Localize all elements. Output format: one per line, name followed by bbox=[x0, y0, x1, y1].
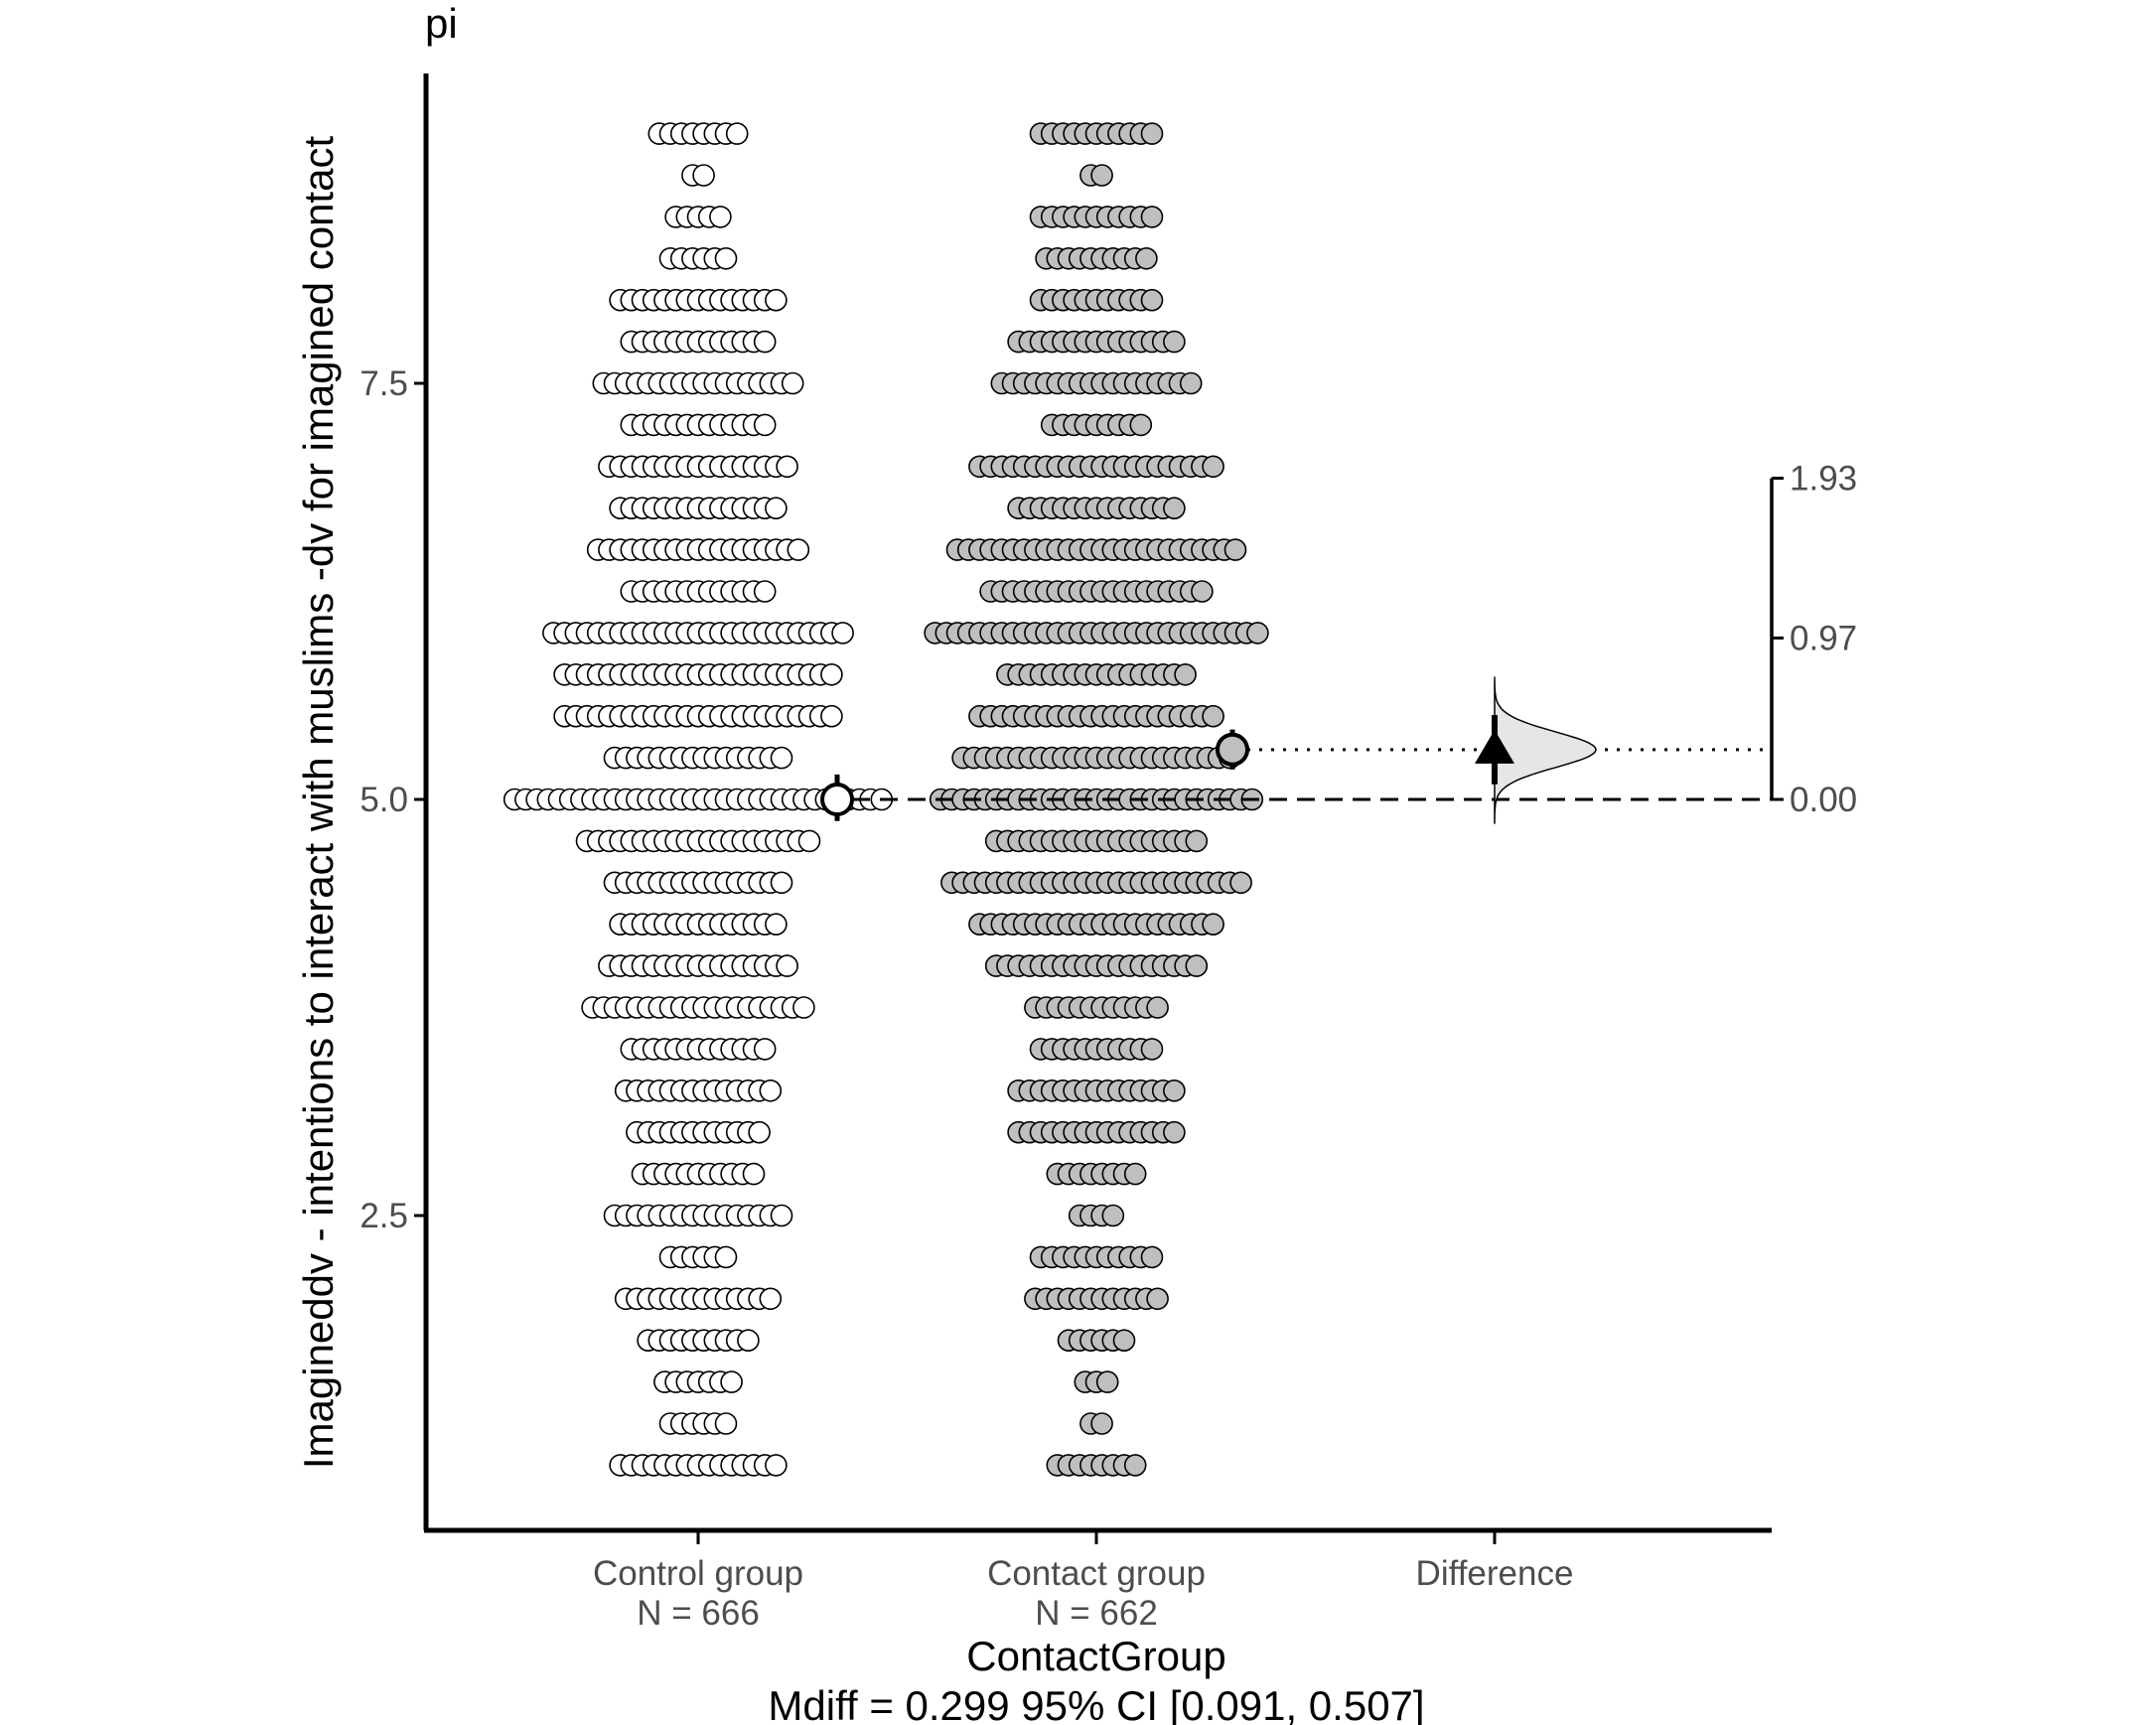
swarm-dot bbox=[770, 1204, 793, 1227]
swarm-dot bbox=[714, 246, 738, 270]
swarm-dot bbox=[1202, 913, 1224, 936]
swarm-dot bbox=[725, 122, 749, 145]
swarm-dot bbox=[765, 497, 788, 520]
x-axis-title: ContactGroup bbox=[966, 1633, 1225, 1679]
difference-layer: 0.00 0.97 1.93 bbox=[820, 460, 1857, 824]
swarm-dot bbox=[1095, 1370, 1119, 1393]
swarm-dot bbox=[776, 954, 798, 977]
swarm-dot bbox=[1112, 1329, 1136, 1352]
swarm-dot bbox=[797, 829, 821, 853]
swarm-dot bbox=[765, 288, 788, 312]
swarm-dot bbox=[1146, 996, 1169, 1019]
swarm-dot bbox=[1140, 122, 1164, 145]
swarm-dot bbox=[1185, 954, 1209, 977]
swarm-dot bbox=[720, 1370, 743, 1393]
swarm-dot bbox=[792, 996, 815, 1019]
right-axis-tick-label: 0.97 bbox=[1790, 619, 1857, 657]
group-mean-point bbox=[820, 783, 854, 816]
swarm-dot bbox=[753, 330, 777, 354]
y-tick-label: 2.5 bbox=[359, 1197, 408, 1235]
swarm-dot bbox=[1223, 538, 1247, 561]
swarm-dot bbox=[1140, 1245, 1164, 1269]
swarm-dot bbox=[820, 704, 843, 728]
swarm-dot bbox=[1246, 622, 1269, 645]
swarm-dot bbox=[748, 1120, 771, 1144]
right-axis-tick-label: 1.93 bbox=[1790, 460, 1857, 499]
swarm-dot bbox=[1202, 704, 1224, 728]
swarm-dot bbox=[831, 622, 854, 645]
swarm-dot bbox=[1090, 164, 1113, 187]
swarm-dot bbox=[1191, 580, 1214, 603]
swarm-dot bbox=[1140, 1038, 1164, 1061]
swarm-dot bbox=[1101, 1204, 1125, 1227]
swarm-dot bbox=[781, 371, 804, 395]
swarm-dot bbox=[1135, 246, 1158, 270]
swarm-dot bbox=[1123, 1162, 1147, 1186]
swarm-dot bbox=[765, 913, 788, 936]
swarm-dot bbox=[1140, 288, 1164, 312]
swarm-layer bbox=[503, 122, 1269, 1477]
swarm-dot bbox=[1163, 1079, 1186, 1102]
x-tick-label: Contact group bbox=[987, 1554, 1206, 1593]
difference-density bbox=[1494, 676, 1597, 824]
swarm-dot bbox=[1185, 829, 1209, 853]
swarm-dot bbox=[742, 1162, 766, 1186]
swarm-dot bbox=[1090, 1412, 1113, 1435]
right-axis-tick-label: 0.00 bbox=[1790, 781, 1857, 819]
swarm-dot bbox=[737, 1329, 760, 1352]
swarm-dot bbox=[776, 455, 798, 479]
swarm-dot bbox=[709, 206, 732, 228]
swarm-dot bbox=[765, 1454, 788, 1477]
swarm-dot bbox=[787, 538, 810, 561]
swarm-dot bbox=[714, 1412, 738, 1435]
swarm-dot bbox=[1202, 455, 1224, 479]
swarm-dot bbox=[770, 871, 793, 895]
effect-caption: Mdiff = 0.299 95% CI [0.091, 0.507] bbox=[768, 1682, 1424, 1725]
y-ticks: 2.5 5.0 7.5 bbox=[359, 364, 426, 1235]
swarm-dot bbox=[1140, 206, 1164, 228]
swarm-dot bbox=[753, 413, 777, 437]
swarm-dot bbox=[1146, 1287, 1169, 1311]
panel-label: pi bbox=[425, 0, 458, 47]
y-axis-title: Imagineddv - intentions to interact with… bbox=[295, 136, 342, 1470]
swarm-dot bbox=[1163, 497, 1186, 520]
swarm-dot bbox=[692, 164, 715, 187]
group-mean-point bbox=[1216, 732, 1249, 767]
swarm-dot bbox=[820, 662, 843, 686]
swarm-dot bbox=[1163, 1120, 1186, 1144]
swarm-dot bbox=[753, 1038, 777, 1061]
swarm-dot bbox=[1179, 371, 1203, 395]
swarm-dot bbox=[759, 1287, 783, 1311]
swarm-dot bbox=[714, 1245, 738, 1269]
x-tick-n-label: N = 662 bbox=[1035, 1594, 1158, 1633]
difference-mean-point bbox=[1475, 729, 1514, 764]
swarm-dot bbox=[1229, 871, 1252, 895]
y-tick-label: 5.0 bbox=[359, 781, 408, 819]
swarm-dot bbox=[1123, 1454, 1147, 1477]
x-tick-label: Control group bbox=[593, 1554, 803, 1593]
y-tick-label: 7.5 bbox=[359, 364, 408, 403]
swarm-dot bbox=[753, 580, 777, 603]
swarm-dot bbox=[770, 746, 793, 770]
swarm-dot bbox=[1174, 662, 1197, 686]
x-tick-label: Difference bbox=[1416, 1554, 1574, 1593]
swarm-dot bbox=[1129, 413, 1153, 437]
swarm-dot bbox=[1163, 330, 1186, 354]
swarm-dot bbox=[759, 1079, 783, 1102]
x-tick-n-label: N = 666 bbox=[637, 1594, 760, 1633]
